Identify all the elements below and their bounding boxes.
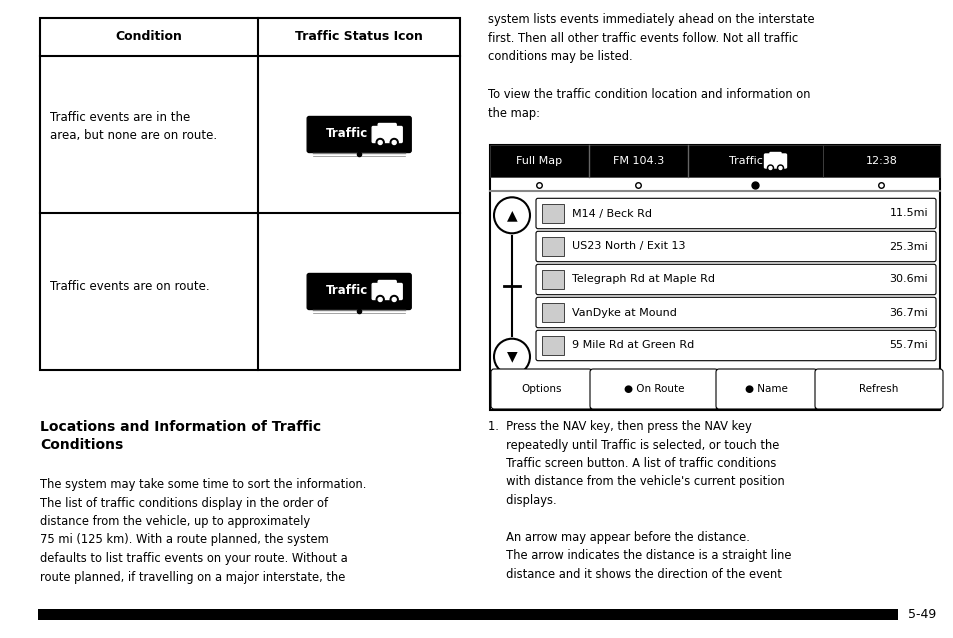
Text: FM 104.3: FM 104.3 [612,156,663,166]
Circle shape [494,339,530,375]
FancyBboxPatch shape [307,274,411,309]
Circle shape [377,297,382,302]
Text: 1.  Press the NAV key, then press the NAV key
     repeatedly until Traffic is s: 1. Press the NAV key, then press the NAV… [488,420,791,581]
Text: M14 / Beck Rd: M14 / Beck Rd [572,209,651,218]
Bar [490,145,939,410]
Circle shape [390,295,397,304]
Circle shape [392,140,395,144]
Circle shape [768,167,771,170]
Text: 11.5mi: 11.5mi [888,209,927,218]
FancyBboxPatch shape [536,297,935,328]
FancyBboxPatch shape [763,154,785,168]
Text: Traffic Status Icon: Traffic Status Icon [294,31,423,43]
Text: 5-49: 5-49 [907,607,935,621]
Text: Traffic: Traffic [728,156,761,166]
Text: Locations and Information of Traffic
Conditions: Locations and Information of Traffic Con… [40,420,321,452]
Bar [490,145,588,177]
Bar [40,18,459,370]
Bar [541,204,563,223]
FancyBboxPatch shape [372,283,402,299]
FancyBboxPatch shape [377,124,395,135]
Text: Traffic events are on route.: Traffic events are on route. [50,280,210,293]
Text: 25.3mi: 25.3mi [888,242,927,251]
FancyBboxPatch shape [536,264,935,295]
FancyBboxPatch shape [491,369,592,409]
Bar [541,302,563,322]
Circle shape [494,197,530,234]
Bar [541,270,563,290]
Circle shape [375,138,384,147]
Bar [588,145,687,177]
FancyBboxPatch shape [377,281,395,292]
FancyBboxPatch shape [536,330,935,360]
FancyBboxPatch shape [814,369,942,409]
FancyBboxPatch shape [536,232,935,262]
Text: Traffic events are in the
area, but none are on route.: Traffic events are in the area, but none… [50,111,217,142]
Circle shape [767,165,773,171]
FancyBboxPatch shape [307,117,411,152]
Circle shape [777,165,782,171]
Text: Full Map: Full Map [516,156,562,166]
Text: 30.6mi: 30.6mi [888,274,927,285]
Text: Options: Options [520,384,561,394]
Text: system lists events immediately ahead on the interstate
first. Then all other tr: system lists events immediately ahead on… [488,13,814,63]
Text: 12:38: 12:38 [864,156,897,166]
FancyBboxPatch shape [536,198,935,228]
Text: US23 North / Exit 13: US23 North / Exit 13 [572,242,685,251]
Circle shape [375,295,384,304]
Bar [541,336,563,355]
Text: The system may take some time to sort the information.
The list of traffic condi: The system may take some time to sort th… [40,478,366,584]
FancyBboxPatch shape [372,126,402,142]
Text: Refresh: Refresh [859,384,898,394]
Circle shape [377,140,382,144]
Text: ▲: ▲ [506,208,517,222]
FancyBboxPatch shape [769,152,781,161]
Text: Condition: Condition [115,31,182,43]
Bar [822,145,939,177]
Text: Traffic: Traffic [326,284,368,297]
Text: 9 Mile Rd at Green Rd: 9 Mile Rd at Green Rd [572,341,694,350]
Circle shape [779,167,781,170]
Bar [687,145,822,177]
Text: ▼: ▼ [506,350,517,364]
Bar [38,609,897,620]
Text: VanDyke at Mound: VanDyke at Mound [572,308,677,318]
FancyBboxPatch shape [716,369,816,409]
Text: ● Name: ● Name [744,384,787,394]
Text: ● On Route: ● On Route [623,384,683,394]
Bar [541,237,563,256]
Text: 36.7mi: 36.7mi [888,308,927,318]
Circle shape [390,138,397,147]
Circle shape [392,297,395,302]
Text: 55.7mi: 55.7mi [888,341,927,350]
Text: To view the traffic condition location and information on
the map:: To view the traffic condition location a… [488,88,810,119]
Text: Telegraph Rd at Maple Rd: Telegraph Rd at Maple Rd [572,274,714,285]
Text: Traffic: Traffic [326,127,368,140]
FancyBboxPatch shape [589,369,718,409]
